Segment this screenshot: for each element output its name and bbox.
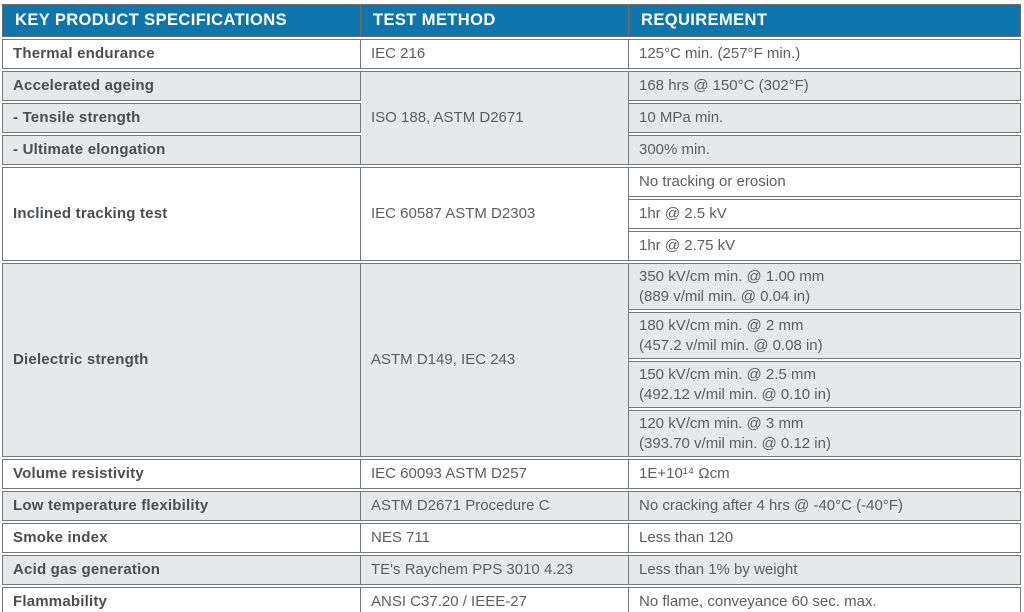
req-acid-gas-generation: Less than 1% by weight bbox=[629, 555, 1021, 585]
column-header-key-product-specifications: KEY PRODUCT SPECIFICATIONS bbox=[2, 4, 361, 37]
req-tracking-2-5kv: 1hr @ 2.5 kV bbox=[629, 199, 1021, 229]
row-accelerated-ageing: Accelerated ageing ISO 188, ASTM D2671 1… bbox=[2, 71, 1021, 165]
row-ultimate-elongation: - Ultimate elongation 300% min. bbox=[2, 135, 1021, 165]
column-header-test-method: TEST METHOD bbox=[361, 4, 629, 37]
spec-inclined-tracking-test: Inclined tracking test bbox=[2, 167, 361, 261]
method-acid-gas-generation: TE's Raychem PPS 3010 4.23 bbox=[361, 555, 629, 585]
req-thermal-endurance: 125°C min. (257°F min.) bbox=[629, 39, 1021, 69]
spec-low-temperature-flexibility: Low temperature flexibility bbox=[2, 491, 361, 521]
spec-volume-resistivity: Volume resistivity bbox=[2, 459, 361, 489]
row-flammability: Flammability ANSI C37.20 / IEEE-27 No fl… bbox=[2, 587, 1021, 612]
method-accelerated-ageing: ISO 188, ASTM D2671 bbox=[361, 71, 629, 165]
method-low-temperature-flexibility: ASTM D2671 Procedure C bbox=[361, 491, 629, 521]
req-flammability: No flame, conveyance 60 sec. max. bbox=[629, 587, 1021, 612]
req-dielectric-3mm: 120 kV/cm min. @ 3 mm (393.70 v/mil min.… bbox=[629, 410, 1021, 457]
req-tracking-erosion: No tracking or erosion bbox=[629, 167, 1021, 197]
row-tracking-2-5kv: 1hr @ 2.5 kV bbox=[2, 199, 1021, 229]
method-dielectric-strength: ASTM D149, IEC 243 bbox=[361, 263, 629, 457]
row-tracking-2-75kv: 1hr @ 2.75 kV bbox=[2, 231, 1021, 261]
row-inclined-tracking-test: Inclined tracking test IEC 60587 ASTM D2… bbox=[2, 167, 1021, 261]
row-dielectric-strength: Dielectric strength ASTM D149, IEC 243 3… bbox=[2, 263, 1021, 457]
req-dielectric-2-5mm: 150 kV/cm min. @ 2.5 mm (492.12 v/mil mi… bbox=[629, 361, 1021, 408]
spec-ultimate-elongation: - Ultimate elongation bbox=[2, 135, 361, 165]
method-smoke-index: NES 711 bbox=[361, 523, 629, 553]
req-smoke-index: Less than 120 bbox=[629, 523, 1021, 553]
header-row: KEY PRODUCT SPECIFICATIONS TEST METHOD R… bbox=[2, 4, 1021, 37]
method-volume-resistivity: IEC 60093 ASTM D257 bbox=[361, 459, 629, 489]
req-accelerated-ageing: 168 hrs @ 150°C (302°F) bbox=[629, 71, 1021, 101]
row-dielectric-3mm: 120 kV/cm min. @ 3 mm (393.70 v/mil min.… bbox=[2, 410, 1021, 457]
spec-smoke-index: Smoke index bbox=[2, 523, 361, 553]
spec-acid-gas-generation: Acid gas generation bbox=[2, 555, 361, 585]
req-volume-resistivity: 1E+10¹⁴ Ωcm bbox=[629, 459, 1021, 489]
spec-tensile-strength: - Tensile strength bbox=[2, 103, 361, 133]
req-ultimate-elongation: 300% min. bbox=[629, 135, 1021, 165]
method-thermal-endurance: IEC 216 bbox=[361, 39, 629, 69]
row-tensile-strength: - Tensile strength 10 MPa min. bbox=[2, 103, 1021, 133]
spec-accelerated-ageing: Accelerated ageing bbox=[2, 71, 361, 101]
spec-flammability: Flammability bbox=[2, 587, 361, 612]
req-dielectric-1mm: 350 kV/cm min. @ 1.00 mm (889 v/mil min.… bbox=[629, 263, 1021, 310]
row-dielectric-2-5mm: 150 kV/cm min. @ 2.5 mm (492.12 v/mil mi… bbox=[2, 361, 1021, 408]
method-flammability: ANSI C37.20 / IEEE-27 bbox=[361, 587, 629, 612]
row-volume-resistivity: Volume resistivity IEC 60093 ASTM D257 1… bbox=[2, 459, 1021, 489]
req-low-temperature-flexibility: No cracking after 4 hrs @ -40°C (-40°F) bbox=[629, 491, 1021, 521]
req-dielectric-2mm: 180 kV/cm min. @ 2 mm (457.2 v/mil min. … bbox=[629, 312, 1021, 359]
column-header-requirement: REQUIREMENT bbox=[629, 4, 1021, 37]
req-tensile-strength: 10 MPa min. bbox=[629, 103, 1021, 133]
row-acid-gas-generation: Acid gas generation TE's Raychem PPS 301… bbox=[2, 555, 1021, 585]
spec-thermal-endurance: Thermal endurance bbox=[2, 39, 361, 69]
row-smoke-index: Smoke index NES 711 Less than 120 bbox=[2, 523, 1021, 553]
method-inclined-tracking-test: IEC 60587 ASTM D2303 bbox=[361, 167, 629, 261]
row-thermal-endurance: Thermal endurance IEC 216 125°C min. (25… bbox=[2, 39, 1021, 69]
row-low-temperature-flexibility: Low temperature flexibility ASTM D2671 P… bbox=[2, 491, 1021, 521]
row-dielectric-2mm: 180 kV/cm min. @ 2 mm (457.2 v/mil min. … bbox=[2, 312, 1021, 359]
req-tracking-2-75kv: 1hr @ 2.75 kV bbox=[629, 231, 1021, 261]
spec-dielectric-strength: Dielectric strength bbox=[2, 263, 361, 457]
